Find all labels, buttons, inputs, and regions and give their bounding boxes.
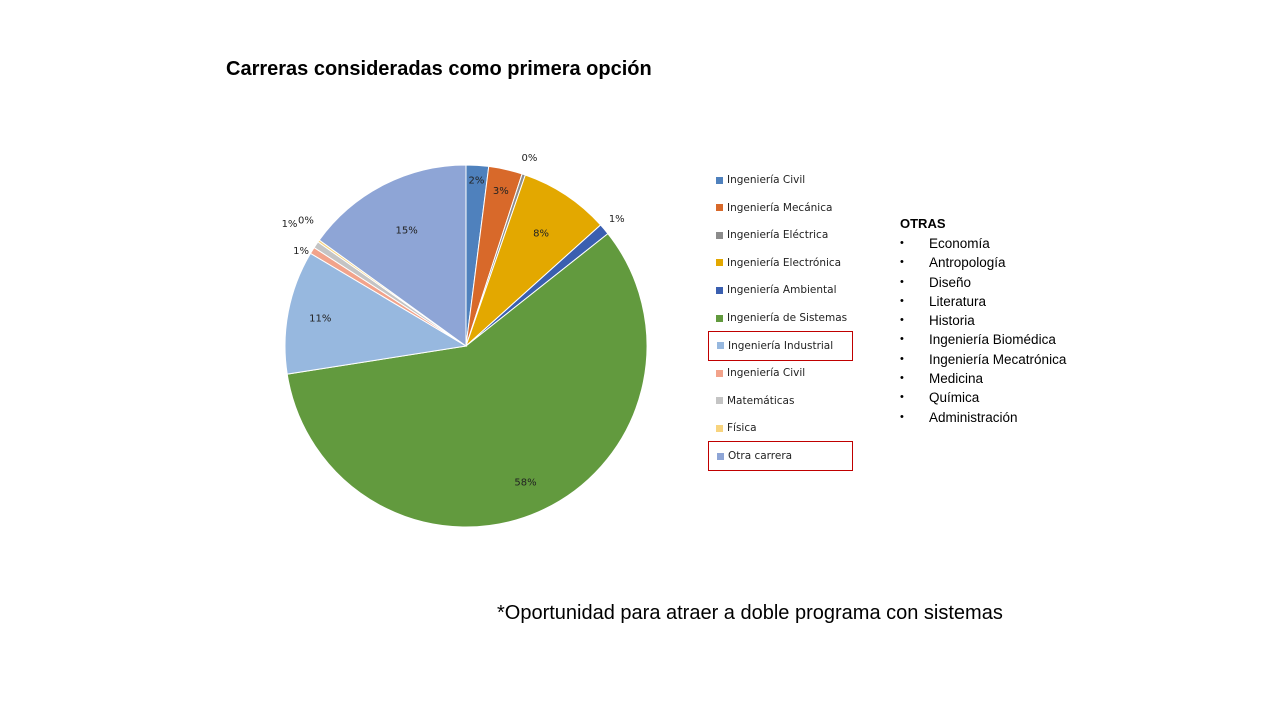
legend-swatch: [717, 342, 724, 350]
otras-item-label: Antropología: [929, 255, 1006, 271]
legend-item-matematicas: Matemáticas: [708, 387, 852, 415]
otras-item-quimica: • Química: [900, 388, 1066, 407]
otras-item-medicina: • Medicina: [900, 369, 1066, 388]
legend-swatch: [716, 176, 723, 184]
pie-label-10: 0%: [298, 216, 314, 227]
otras-item-ingenieria-mecatronica: • Ingeniería Mecatrónica: [900, 350, 1066, 369]
pie-label-1: 2%: [469, 175, 485, 186]
chart-title: Carreras consideradas como primera opció…: [226, 58, 652, 80]
legend-item-ingenieria-industrial: Ingeniería Industrial: [708, 330, 853, 361]
otras-item-label: Ingeniería Mecatrónica: [929, 351, 1067, 367]
otras-box: OTRAS • Economía • Antropología • Diseño • Lite…: [900, 216, 1066, 427]
legend-swatch: [717, 452, 724, 460]
legend-item-otra-carrera: Otra carrera: [708, 441, 853, 471]
otras-item-literatura: • Literatura: [900, 292, 1066, 311]
otras-item-diseno: • Diseño: [900, 273, 1066, 292]
otras-item-label: Diseño: [929, 274, 972, 290]
legend-label: Otra carrera: [728, 450, 793, 462]
otras-item-historia: • Historia: [900, 311, 1066, 330]
bullet-icon: •: [900, 237, 904, 249]
bullet-icon: •: [900, 352, 904, 365]
otras-heading: OTRAS: [900, 216, 946, 231]
legend-swatch: [716, 369, 723, 377]
otras-item-ingenieria-biomedica: • Ingeniería Biomédica: [900, 330, 1066, 349]
legend-item-ingenieria-de-sistemas: Ingeniería de Sistemas: [708, 304, 852, 332]
legend-item-ingenieria-electrica: Ingeniería Eléctrica: [708, 221, 852, 249]
otras-item-label: Ingeniería Biomédica: [929, 332, 1056, 348]
legend-label: Ingeniería Eléctrica: [727, 229, 829, 242]
legend-swatch: [716, 231, 723, 239]
pie-slice-4-ingenieria-electronica: [465, 174, 602, 347]
pie-label-6: 58%: [514, 477, 536, 488]
legend-item-ingenieria-ambiental: Ingeniería Ambiental: [708, 276, 852, 304]
otras-item-label: Administración: [929, 409, 1018, 425]
otras-item-label: Química: [929, 390, 980, 406]
otras-item-label: Medicina: [929, 371, 984, 387]
legend-item-ingenieria-civil: Ingeniería Civil: [708, 359, 852, 387]
pie-label-7: 11%: [309, 313, 331, 324]
otras-item-label: Economía: [929, 236, 990, 251]
pie-slice-11-otra-carrera: [318, 164, 467, 347]
bullet-icon: •: [900, 275, 904, 288]
bullet-icon: •: [900, 410, 904, 423]
legend-item-fisica: Física: [708, 414, 852, 442]
otras-item-label: Historia: [929, 313, 975, 329]
pie-label-4: 8%: [533, 228, 549, 239]
pie-label-5: 1%: [609, 214, 625, 225]
legend-label: Matemáticas: [727, 394, 795, 407]
bullet-icon: •: [900, 314, 904, 327]
pie-label-9: 1%: [282, 219, 298, 230]
pie-label-8: 1%: [293, 246, 309, 257]
pie-label-11: 15%: [396, 225, 418, 236]
legend-label: Ingeniería de Sistemas: [727, 312, 848, 324]
legend-label: Física: [727, 422, 757, 435]
legend-item-ingenieria-civil: Ingeniería Civil: [708, 166, 852, 194]
pie-slices: [284, 164, 648, 528]
legend-label: Ingeniería Civil: [727, 367, 806, 380]
legend-label: Ingeniería Electrónica: [727, 256, 842, 269]
legend-swatch: [716, 314, 723, 322]
pie-labels: 2%3%0%8%1%58%11%1%1% 0%15%: [282, 153, 625, 489]
bullet-icon: •: [900, 294, 904, 307]
legend-label: Ingeniería Civil: [727, 174, 806, 186]
legend-swatch: [716, 397, 723, 405]
pie-slice-7-ingenieria-industrial: [284, 252, 468, 375]
legend-item-ingenieria-mecanica: Ingeniería Mecánica: [708, 194, 852, 222]
legend-label: Ingeniería Mecánica: [727, 201, 833, 214]
otras-item-administracion: • Administración: [900, 408, 1066, 427]
legend-label: Ingeniería Ambiental: [727, 284, 837, 297]
footnote: *Oportunidad para atraer a doble program…: [497, 602, 1003, 624]
pie-label-2: 3%: [493, 186, 509, 197]
pie-slice-6-ingenieria-de-sistemas: [286, 232, 648, 528]
bullet-icon: •: [900, 256, 904, 269]
otras-item-label: Literatura: [929, 293, 987, 309]
otras-list: • Economía • Antropología • Diseño • Literatura…: [900, 234, 1066, 427]
legend-swatch: [716, 204, 723, 212]
bullet-icon: •: [900, 333, 904, 346]
legend-label: Ingeniería Industrial: [728, 339, 834, 352]
legend-swatch: [716, 424, 723, 432]
bullet-icon: •: [900, 372, 904, 385]
legend-swatch: [716, 259, 723, 267]
bullet-icon: •: [900, 391, 904, 404]
legend-swatch: [716, 286, 723, 294]
pie-label-3: 0%: [522, 153, 538, 164]
legend-item-ingenieria-electronica: Ingeniería Electrónica: [708, 249, 852, 277]
otras-item-economia: • Economía: [900, 234, 1066, 253]
otras-item-antropologia: • Antropología: [900, 253, 1066, 272]
